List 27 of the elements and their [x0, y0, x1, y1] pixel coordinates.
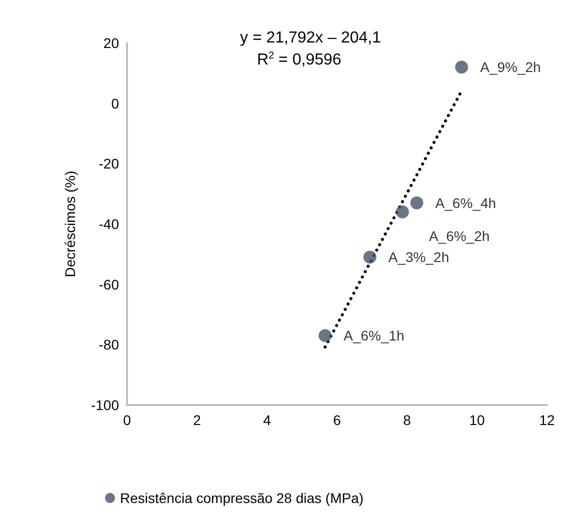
- point: [318, 329, 332, 342]
- data-label: A_3%_2h: [388, 249, 450, 266]
- x-tick-label: 6: [333, 412, 342, 428]
- x-tick-label: 10: [469, 412, 485, 428]
- data-label: A_6%_1h: [344, 328, 404, 344]
- annotation: y = 21,792x – 204,1: [240, 30, 382, 46]
- y-tick-label: 0: [111, 95, 120, 112]
- x-tick-label: 8: [403, 412, 412, 428]
- point: [455, 60, 468, 74]
- y-tick-label: 20: [103, 35, 120, 51]
- y-axis-title: Decréscimos (%): [62, 170, 78, 278]
- x-tick-label: 0: [123, 412, 132, 428]
- x-tick-label: 4: [263, 412, 272, 428]
- data-label: A_6%_2h: [428, 228, 490, 244]
- y-tick-label: -60: [98, 276, 120, 292]
- point: [396, 205, 409, 218]
- y-tick-label: -80: [98, 336, 120, 353]
- x-tick-label: 12: [539, 412, 555, 428]
- point: [363, 250, 376, 264]
- legend-label: Resistência compressão 28 dias (MPa): [120, 490, 364, 506]
- y-tick-label: -40: [98, 216, 120, 232]
- x-tick-label: 2: [193, 412, 202, 428]
- data-label: A_6%_4h: [435, 194, 496, 211]
- point: [410, 196, 424, 210]
- data-label: A_9%_2h: [480, 59, 541, 76]
- y-tick-label: -20: [98, 156, 120, 172]
- y-tick-label: -100: [90, 397, 120, 413]
